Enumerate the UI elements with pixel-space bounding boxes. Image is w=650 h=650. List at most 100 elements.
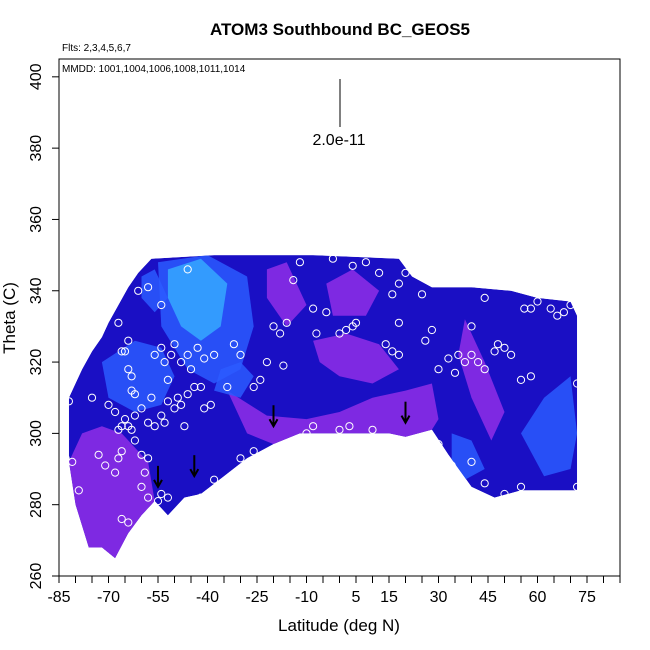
x-tick-label: -25 xyxy=(245,589,268,606)
dates-annotation: MMDD: 1001,1004,1006,1008,1011,1014 xyxy=(62,64,246,75)
data-point xyxy=(163,375,172,384)
data-point xyxy=(104,400,113,409)
x-tick-label: 45 xyxy=(479,589,497,606)
data-point xyxy=(68,457,77,466)
data-point xyxy=(559,308,569,317)
data-point xyxy=(183,350,192,359)
data-point xyxy=(493,340,502,349)
data-point xyxy=(183,265,192,274)
field-region-11 xyxy=(521,376,578,477)
x-tick-label: 75 xyxy=(578,589,596,606)
arrow-marker xyxy=(268,405,279,429)
data-point xyxy=(417,290,427,299)
data-point xyxy=(236,454,245,463)
data-point xyxy=(516,482,526,491)
data-point xyxy=(282,318,291,327)
data-point xyxy=(117,514,126,524)
data-point xyxy=(74,486,83,495)
data-point xyxy=(170,404,179,413)
x-tick-label: -70 xyxy=(97,589,120,606)
data-point xyxy=(117,422,126,431)
data-point xyxy=(114,318,123,327)
field-region-8 xyxy=(167,258,228,341)
data-point xyxy=(394,279,403,288)
data-point xyxy=(196,493,205,502)
data-point xyxy=(144,493,153,502)
data-points xyxy=(61,254,582,545)
data-point xyxy=(460,358,469,367)
data-point xyxy=(312,329,321,338)
data-point xyxy=(546,304,555,313)
x-tick-label: 30 xyxy=(430,589,448,606)
data-point xyxy=(160,358,169,367)
data-point xyxy=(401,268,410,277)
data-point xyxy=(117,347,126,356)
data-point xyxy=(127,425,136,434)
data-point xyxy=(573,482,582,491)
data-point xyxy=(388,347,397,356)
data-point xyxy=(516,375,526,384)
data-point xyxy=(127,372,136,381)
data-point xyxy=(394,318,403,327)
x-tick-label: -40 xyxy=(196,589,219,606)
data-point xyxy=(229,340,238,349)
data-point xyxy=(500,343,509,352)
x-axis: -85 -70 -55 -40 -25 -10 5 15 30 45 60 75 xyxy=(47,576,621,606)
x-tick-label: -10 xyxy=(295,589,318,606)
data-point xyxy=(434,440,443,449)
field-region-3 xyxy=(326,269,380,316)
data-point xyxy=(170,340,179,349)
data-point xyxy=(111,468,120,477)
data-point xyxy=(444,354,453,363)
y-tick-label: 260 xyxy=(28,563,45,590)
data-point xyxy=(163,397,172,406)
data-point xyxy=(160,418,169,427)
data-point xyxy=(144,454,153,463)
x-tick-label: 60 xyxy=(529,589,547,606)
data-point xyxy=(368,425,377,434)
data-point xyxy=(144,418,153,427)
arrow-marker xyxy=(189,455,200,479)
field-region-4 xyxy=(266,262,307,327)
y-axis: 260 280 300 320 340 360 380 400 xyxy=(28,63,59,589)
data-point xyxy=(421,336,430,345)
arrow-marker xyxy=(153,465,163,489)
data-point xyxy=(210,475,219,484)
field-region-0 xyxy=(68,426,155,559)
data-point xyxy=(177,400,186,409)
data-point xyxy=(507,350,516,359)
data-point xyxy=(124,365,133,374)
data-point xyxy=(269,322,278,331)
data-point xyxy=(114,454,123,463)
data-point xyxy=(388,290,397,299)
y-tick-label: 360 xyxy=(28,206,45,233)
data-point xyxy=(120,415,130,424)
data-point xyxy=(163,493,172,502)
data-point xyxy=(157,343,166,352)
data-point xyxy=(223,382,232,392)
data-point xyxy=(322,308,331,317)
y-axis-label: Theta (C) xyxy=(0,282,19,354)
data-point xyxy=(236,350,245,359)
data-point xyxy=(137,450,146,459)
data-point xyxy=(553,311,562,320)
scale-label: 2.0e-11 xyxy=(312,132,365,149)
data-point xyxy=(276,329,285,338)
data-point xyxy=(130,436,139,445)
data-point xyxy=(150,422,159,431)
data-point xyxy=(474,358,483,367)
field-region-12 xyxy=(451,433,485,480)
data-point xyxy=(490,347,499,356)
data-point xyxy=(480,293,489,302)
flights-annotation: Flts: 2,3,4,5,6,7 xyxy=(62,43,131,54)
y-tick-label: 380 xyxy=(28,135,45,162)
data-point xyxy=(533,297,542,306)
y-tick-label: 320 xyxy=(28,349,45,376)
arrow-markers xyxy=(153,401,411,489)
data-point xyxy=(520,304,529,313)
data-point xyxy=(467,322,476,331)
data-point xyxy=(447,461,456,470)
x-tick-label: 5 xyxy=(352,589,361,606)
data-point xyxy=(309,422,318,431)
